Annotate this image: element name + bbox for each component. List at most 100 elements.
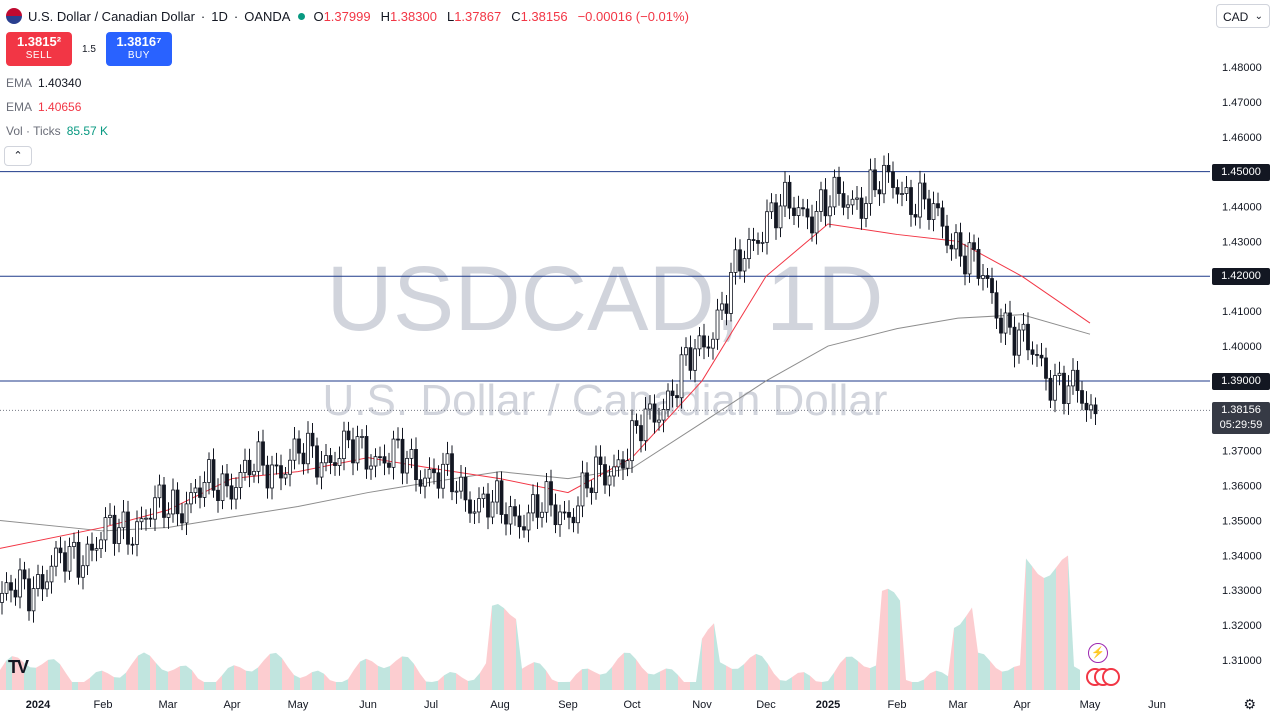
usd-flag-icon bbox=[6, 8, 22, 24]
volume-bar bbox=[12, 656, 18, 690]
candle-body bbox=[391, 438, 396, 468]
candle-body bbox=[580, 472, 585, 507]
volume-bar bbox=[1014, 665, 1020, 690]
status-dot-icon bbox=[298, 12, 306, 20]
interval[interactable]: 1D bbox=[211, 8, 228, 24]
candle-body bbox=[117, 527, 121, 544]
candle-body bbox=[711, 338, 715, 349]
price-tick-label: 1.48000 bbox=[1222, 62, 1262, 74]
candle-body bbox=[670, 390, 675, 396]
volume-bar bbox=[726, 665, 732, 690]
candle-body bbox=[814, 210, 819, 234]
candle-body bbox=[162, 484, 166, 518]
candle-body bbox=[1066, 385, 1071, 404]
candle-body bbox=[796, 207, 801, 216]
low-value: 1.37867 bbox=[454, 8, 502, 24]
indicator-ema-fast[interactable]: EMA 1.40656 bbox=[6, 100, 81, 114]
candle-body bbox=[157, 484, 162, 499]
volume-bar bbox=[432, 680, 438, 690]
volume-bar bbox=[624, 652, 630, 690]
watermark-name: U.S. Dollar / Canadian Dollar bbox=[323, 376, 888, 425]
volume-bar bbox=[744, 657, 750, 690]
volume-bar bbox=[804, 672, 810, 690]
volume-bar bbox=[288, 667, 294, 690]
candle-body bbox=[225, 473, 229, 487]
candle-body bbox=[414, 449, 418, 481]
candle-body bbox=[913, 214, 918, 218]
candle-body bbox=[810, 216, 814, 234]
lightning-icon[interactable]: ⚡ bbox=[1088, 643, 1108, 663]
candle-body bbox=[751, 239, 756, 241]
volume-bar bbox=[156, 662, 162, 690]
volume-bar bbox=[978, 652, 984, 690]
volume-bar bbox=[762, 656, 768, 690]
volume-bar bbox=[906, 679, 912, 690]
candle-body bbox=[612, 466, 616, 477]
volume-bar bbox=[72, 682, 78, 690]
candle-body bbox=[238, 472, 243, 488]
candle-body bbox=[234, 487, 238, 500]
low-label: L bbox=[446, 8, 455, 24]
volume-bar bbox=[210, 682, 216, 690]
volume-bar bbox=[150, 655, 156, 690]
buy-button[interactable]: 1.3816⁷ BUY bbox=[105, 32, 172, 66]
tradingview-logo[interactable]: TV bbox=[8, 657, 29, 677]
volume-bar bbox=[924, 673, 930, 690]
candle-body bbox=[661, 409, 666, 421]
volume-bar bbox=[858, 661, 864, 690]
candle-body bbox=[198, 487, 202, 498]
candle-body bbox=[99, 539, 103, 549]
volume-bar bbox=[642, 667, 648, 690]
time-tick-label: May bbox=[288, 699, 309, 711]
watermark-symbol: USDCAD, 1D bbox=[326, 248, 883, 350]
time-tick-label: Apr bbox=[223, 699, 240, 711]
symbol-title[interactable]: U.S. Dollar / Canadian Dollar bbox=[28, 8, 195, 24]
candle-body bbox=[922, 182, 927, 200]
gear-icon[interactable]: ⚙ bbox=[1243, 696, 1256, 712]
candle-body bbox=[846, 204, 850, 208]
volume-bar bbox=[24, 662, 30, 690]
collapse-indicators-button[interactable]: ⌃ bbox=[4, 146, 32, 166]
volume-bar bbox=[966, 607, 972, 690]
candle-body bbox=[108, 514, 112, 518]
candle-body bbox=[949, 244, 954, 250]
volume-bar bbox=[162, 669, 168, 690]
candle-body bbox=[112, 514, 117, 544]
candle-body bbox=[945, 225, 949, 246]
candle-body bbox=[472, 511, 477, 514]
candle-body bbox=[967, 242, 972, 275]
candle-body bbox=[715, 309, 720, 340]
events-icon[interactable] bbox=[1086, 668, 1120, 686]
candle-body bbox=[441, 463, 445, 489]
candle-body bbox=[76, 541, 81, 578]
volume-bar bbox=[582, 668, 588, 690]
volume-bar bbox=[810, 675, 816, 690]
candle-body bbox=[859, 197, 864, 219]
candle-body bbox=[697, 335, 702, 350]
time-tick-label: 2024 bbox=[26, 699, 51, 711]
indicator-ema-slow[interactable]: EMA 1.40340 bbox=[6, 76, 81, 90]
candle-body bbox=[567, 511, 571, 518]
volume-bar bbox=[6, 656, 12, 690]
indicator-volume[interactable]: Vol · Ticks 85.57 K bbox=[6, 124, 108, 138]
time-tick-label: May bbox=[1080, 699, 1101, 711]
buy-label: BUY bbox=[127, 50, 150, 61]
candle-body bbox=[562, 511, 567, 514]
candle-body bbox=[301, 452, 306, 465]
price-tick-label: 1.35000 bbox=[1222, 515, 1262, 527]
candle-body bbox=[625, 460, 630, 469]
candle-body bbox=[1030, 349, 1035, 355]
volume-bar bbox=[0, 660, 6, 690]
price-axis bbox=[1210, 0, 1280, 720]
currency-select[interactable]: CAD ⌄ bbox=[1216, 4, 1270, 28]
time-tick-label: Nov bbox=[692, 699, 712, 711]
sell-button[interactable]: 1.3815² SELL bbox=[6, 32, 72, 66]
candle-body bbox=[706, 346, 711, 349]
candle-body bbox=[886, 164, 891, 173]
high-label: H bbox=[380, 8, 390, 24]
candle-body bbox=[126, 511, 130, 545]
candle-body bbox=[792, 207, 796, 216]
candle-body bbox=[1057, 372, 1062, 376]
volume-bar bbox=[42, 659, 48, 690]
